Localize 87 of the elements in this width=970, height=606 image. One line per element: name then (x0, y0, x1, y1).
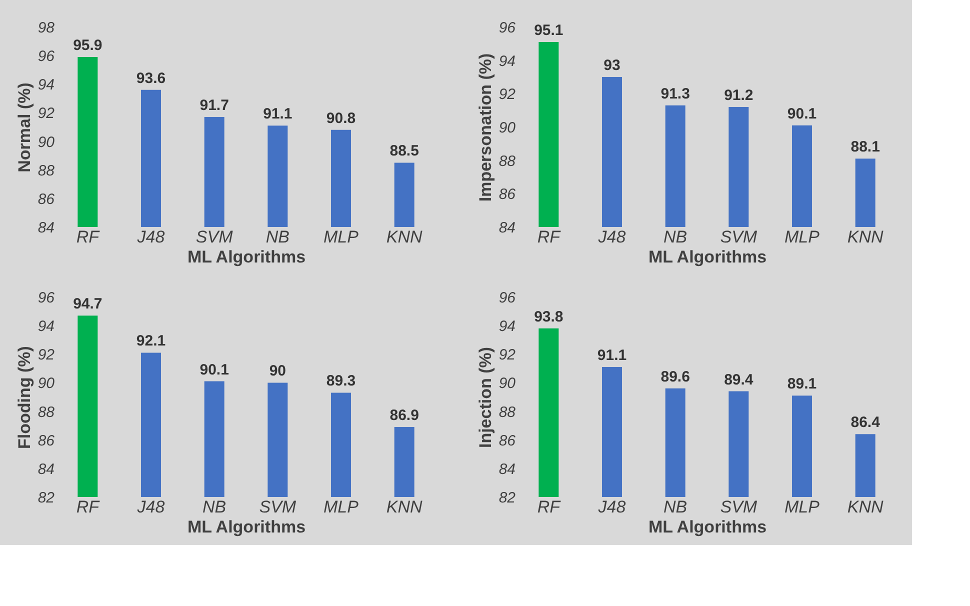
x-tick-label: MLP (784, 228, 820, 246)
data-label: 91.7 (200, 97, 229, 114)
data-label: 89.1 (787, 376, 817, 393)
x-tick-label: RF (537, 498, 562, 516)
data-label: 89.6 (660, 368, 690, 386)
x-tick-label: KNN (847, 228, 884, 246)
y-tick-label: 90 (38, 134, 56, 151)
y-tick-label: 94 (38, 318, 54, 336)
x-tick-label: J48 (136, 498, 166, 516)
x-tick-label: KNN (386, 498, 423, 516)
data-label: 91.1 (263, 106, 292, 123)
data-label: 91.1 (597, 347, 627, 364)
x-tick-label: J48 (597, 228, 626, 246)
data-label: 86.9 (390, 407, 419, 424)
x-tick-label: SVM (720, 228, 758, 246)
y-tick-label: 96 (498, 20, 516, 36)
data-label: 88.1 (850, 138, 880, 156)
y-tick-label: 84 (38, 220, 54, 236)
y-tick-label: 86 (38, 432, 56, 450)
y-tick-label: 88 (38, 162, 56, 180)
x-axis-title: ML Algorithms (187, 518, 306, 536)
y-tick-label: 92 (38, 105, 56, 122)
y-axis-title: Normal (%) (14, 82, 34, 172)
y-tick-label: 92 (38, 346, 56, 364)
data-label: 90 (269, 362, 286, 380)
y-tick-label: 96 (38, 290, 56, 306)
y-tick-label: 84 (498, 220, 516, 236)
x-tick-label: MLP (784, 498, 820, 516)
x-tick-label: NB (202, 498, 226, 516)
y-tick-label: 90 (498, 375, 516, 392)
y-tick-label: 86 (498, 186, 516, 204)
y-tick-label: 84 (38, 460, 54, 478)
data-label: 90.1 (200, 361, 229, 378)
y-tick-label: 98 (38, 20, 56, 36)
x-tick-label: NB (266, 228, 290, 246)
y-tick-label: 86 (498, 432, 516, 450)
y-tick-label: 94 (38, 76, 54, 94)
data-label: 93 (604, 57, 620, 74)
y-axis-title: Impersonation (%) (476, 53, 495, 202)
y-tick-label: 96 (498, 290, 516, 306)
x-tick-label: J48 (597, 498, 626, 516)
x-tick-label: SVM (259, 498, 297, 516)
y-tick-label: 84 (498, 460, 516, 478)
x-tick-label: MLP (324, 228, 360, 246)
y-tick-label: 82 (498, 490, 516, 506)
x-tick-label: MLP (324, 498, 360, 516)
data-label: 89.4 (724, 371, 754, 388)
y-tick-label: 94 (498, 52, 516, 70)
x-axis-title: ML Algorithms (187, 248, 306, 266)
data-label: 91.3 (660, 85, 690, 102)
data-label: 93.8 (534, 308, 564, 326)
y-tick-label: 90 (38, 375, 56, 392)
data-label: 91.2 (724, 87, 754, 104)
data-label: 92.1 (136, 332, 166, 350)
x-axis-title: ML Algorithms (648, 248, 767, 266)
y-tick-label: 82 (38, 490, 56, 506)
x-tick-label: SVM (720, 498, 758, 516)
data-label: 88.5 (390, 142, 419, 160)
y-tick-label: 88 (498, 404, 516, 421)
y-tick-label: 88 (38, 404, 56, 421)
data-label: 95.1 (534, 22, 564, 39)
data-label: 89.3 (326, 372, 356, 390)
x-tick-label: KNN (847, 498, 884, 516)
y-axis-title: Injection (%) (476, 346, 495, 448)
x-tick-label: J48 (136, 228, 166, 246)
y-tick-label: 94 (498, 318, 516, 336)
x-tick-label: NB (664, 228, 688, 246)
data-label: 94.7 (73, 296, 102, 313)
y-tick-label: 88 (498, 152, 516, 170)
x-tick-label: NB (664, 498, 688, 516)
y-tick-label: 86 (38, 190, 56, 208)
y-tick-label: 92 (498, 346, 516, 364)
x-tick-label: SVM (196, 228, 234, 246)
x-tick-label: KNN (386, 228, 423, 246)
data-label: 90.8 (326, 110, 356, 127)
y-tick-label: 96 (38, 48, 56, 66)
data-label: 95.9 (73, 37, 102, 54)
data-label: 90.1 (787, 105, 817, 122)
y-tick-label: 92 (498, 86, 516, 104)
y-tick-label: 90 (498, 120, 516, 136)
x-tick-label: RF (76, 498, 101, 516)
data-label: 93.6 (136, 70, 166, 87)
data-label: 86.4 (850, 414, 881, 432)
x-tick-label: RF (76, 228, 101, 246)
x-axis-title: ML Algorithms (648, 518, 767, 536)
y-axis-title: Flooding (%) (14, 346, 34, 449)
x-tick-label: RF (537, 228, 562, 246)
